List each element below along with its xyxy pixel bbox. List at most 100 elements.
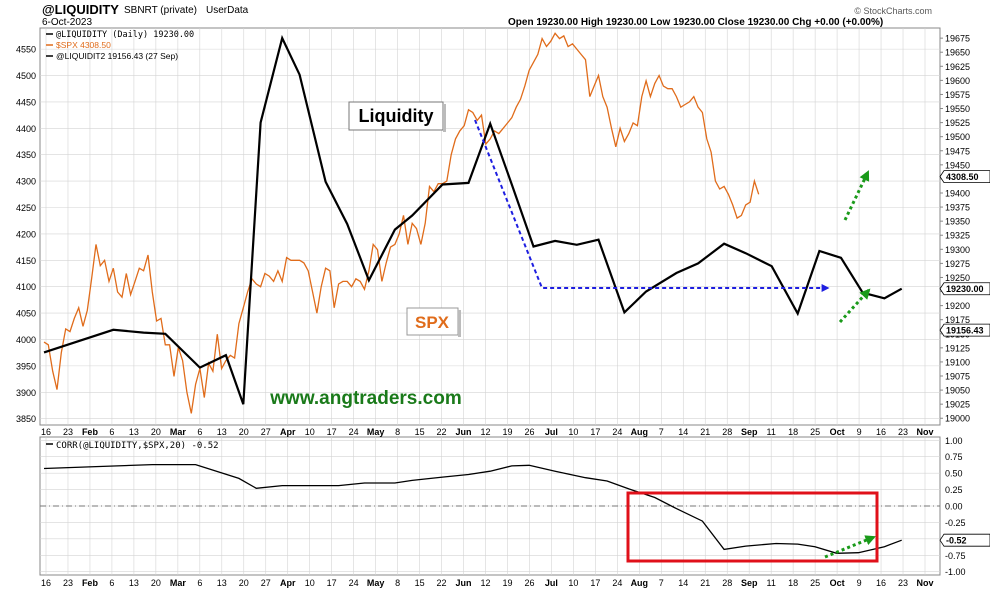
legend-entry-liquidity: @LIQUIDITY (Daily) 19230.00 bbox=[56, 30, 194, 40]
x-tick-label-corr: 23 bbox=[63, 578, 73, 588]
x-tick-label-corr: 17 bbox=[590, 578, 600, 588]
x-tick-label-corr: 26 bbox=[524, 578, 534, 588]
right-tick-label: 19575 bbox=[945, 90, 970, 100]
right-tick-label: 19550 bbox=[945, 104, 970, 114]
left-tick-label: 4150 bbox=[16, 256, 36, 266]
right-tick-label: 19000 bbox=[945, 414, 970, 424]
x-tick-label-corr: 18 bbox=[788, 578, 798, 588]
right-tick-label: 19200 bbox=[945, 301, 970, 311]
x-tick-label-corr: 11 bbox=[767, 578, 776, 588]
x-tick-label-corr: May bbox=[367, 578, 385, 588]
right-tick-label: 19600 bbox=[945, 76, 970, 86]
x-tick-label: 6 bbox=[197, 427, 202, 437]
x-tick-label: 17 bbox=[590, 427, 600, 437]
left-tick-label: 3850 bbox=[16, 414, 36, 424]
x-tick-label-corr: 16 bbox=[876, 578, 886, 588]
x-tick-label-corr: Oct bbox=[830, 578, 845, 588]
right-tick-label: 19325 bbox=[945, 231, 970, 241]
left-tick-label: 4100 bbox=[16, 282, 36, 292]
liquidity-series bbox=[43, 34, 903, 405]
x-tick-label: Mar bbox=[170, 427, 187, 437]
source-label: SBNRT (private) bbox=[124, 5, 197, 16]
right-tick-label: 19075 bbox=[945, 372, 970, 382]
corr-tick-label: 0.75 bbox=[945, 452, 963, 462]
left-tick-label: 4300 bbox=[16, 177, 36, 187]
x-axis-labels-main: 16 23 Feb 6 13 20 Mar 6 13 20 27 Apr 10 17 24 May 8 15 22 J… bbox=[41, 427, 934, 437]
left-tick-label: 4250 bbox=[16, 203, 36, 213]
badge-liquidit2-bg bbox=[939, 323, 990, 337]
liquidity-callout-box bbox=[348, 101, 444, 131]
x-tick-label: Jun bbox=[456, 427, 472, 437]
x-tick-label-corr: 22 bbox=[437, 578, 447, 588]
x-tick-label-corr: Nov bbox=[916, 578, 933, 588]
right-tick-label: 19625 bbox=[945, 62, 970, 72]
legend-entry-spx: $SPX 4308.50 bbox=[56, 40, 111, 50]
x-tick-label: 20 bbox=[239, 427, 249, 437]
right-tick-label: 19400 bbox=[945, 188, 970, 198]
x-tick-label: 7 bbox=[659, 427, 664, 437]
badge-liquidity-bg bbox=[939, 282, 990, 296]
legend: @LIQUIDITY (Daily) 19230.00 $SPX 4308.50… bbox=[46, 30, 194, 61]
corr-tick-label: -0.25 bbox=[945, 518, 966, 528]
left-tick-label: 3950 bbox=[16, 361, 36, 371]
x-tick-label-corr: 20 bbox=[239, 578, 249, 588]
x-tick-label: 13 bbox=[129, 427, 139, 437]
x-tick-label-corr: 27 bbox=[261, 578, 271, 588]
x-tick-label: 19 bbox=[502, 427, 512, 437]
x-tick-label: 27 bbox=[261, 427, 271, 437]
corr-tick-label: 0.25 bbox=[945, 485, 963, 495]
right-tick-label: 19675 bbox=[945, 34, 970, 44]
x-tick-label: Nov bbox=[916, 427, 933, 437]
x-tick-label-corr: Mar bbox=[170, 578, 187, 588]
x-tick-label-corr: Sep bbox=[741, 578, 758, 588]
x-tick-label: 8 bbox=[395, 427, 400, 437]
x-tick-label-corr: 9 bbox=[857, 578, 862, 588]
x-tick-label: 18 bbox=[788, 427, 798, 437]
x-tick-label: 6 bbox=[109, 427, 114, 437]
x-tick-label: 16 bbox=[876, 427, 886, 437]
date-label: 6-Oct-2023 bbox=[42, 17, 92, 28]
user-label: UserData bbox=[206, 5, 249, 16]
x-tick-label: 17 bbox=[327, 427, 337, 437]
right-tick-label: 19300 bbox=[945, 245, 970, 255]
x-tick-label-corr: 23 bbox=[898, 578, 908, 588]
right-tick-label: 19025 bbox=[945, 400, 970, 410]
blue-dashed-arrow bbox=[474, 119, 830, 292]
x-tick-label-corr: 8 bbox=[395, 578, 400, 588]
left-tick-label: 4550 bbox=[16, 45, 36, 55]
x-tick-label: Feb bbox=[82, 427, 99, 437]
x-tick-label-corr: 13 bbox=[217, 578, 227, 588]
x-tick-label-corr: 24 bbox=[612, 578, 622, 588]
left-tick-label: 4000 bbox=[16, 335, 36, 345]
x-tick-label: 14 bbox=[678, 427, 688, 437]
right-tick-label: 19500 bbox=[945, 132, 970, 142]
badge-liquidity: 19230.00 bbox=[946, 284, 984, 294]
left-axis-ticks: 3850 3900 3950 4000 4050 4100 4150 4200 4250 4300… bbox=[16, 45, 36, 425]
x-tick-label-corr: 15 bbox=[415, 578, 425, 588]
green-arrow-spx bbox=[843, 170, 870, 221]
badge-liquidit2: 19156.43 bbox=[946, 326, 984, 336]
value-badges: 4308.50 19230.00 19156.43 -0.52 bbox=[939, 170, 990, 547]
spx-callout: SPX bbox=[406, 307, 461, 337]
website-annotation: www.angtraders.com bbox=[269, 388, 461, 409]
x-tick-label: 22 bbox=[437, 427, 447, 437]
badge-spx: 4308.50 bbox=[946, 172, 979, 182]
x-tick-label: 10 bbox=[305, 427, 315, 437]
x-tick-label: 28 bbox=[722, 427, 732, 437]
x-tick-label-corr: Jul bbox=[545, 578, 558, 588]
x-tick-label-corr: Apr bbox=[280, 578, 296, 588]
green-arrow-corr bbox=[824, 535, 876, 559]
spx-callout-text: SPX bbox=[415, 313, 450, 332]
spx-callout-box bbox=[406, 307, 459, 336]
green-arrow-liquidity bbox=[838, 288, 871, 324]
right-tick-label: 19175 bbox=[945, 315, 970, 325]
liquidity-callout-text: Liquidity bbox=[359, 106, 434, 126]
right-axis-ticks: 1900019025190501907519100191251915019175… bbox=[940, 34, 970, 424]
x-tick-label: 13 bbox=[217, 427, 227, 437]
x-tick-label-corr: 16 bbox=[41, 578, 51, 588]
x-tick-label-corr: Jun bbox=[456, 578, 472, 588]
x-tick-label-corr: 6 bbox=[109, 578, 114, 588]
x-tick-label-corr: Aug bbox=[631, 578, 649, 588]
right-tick-label: 19100 bbox=[945, 357, 970, 367]
